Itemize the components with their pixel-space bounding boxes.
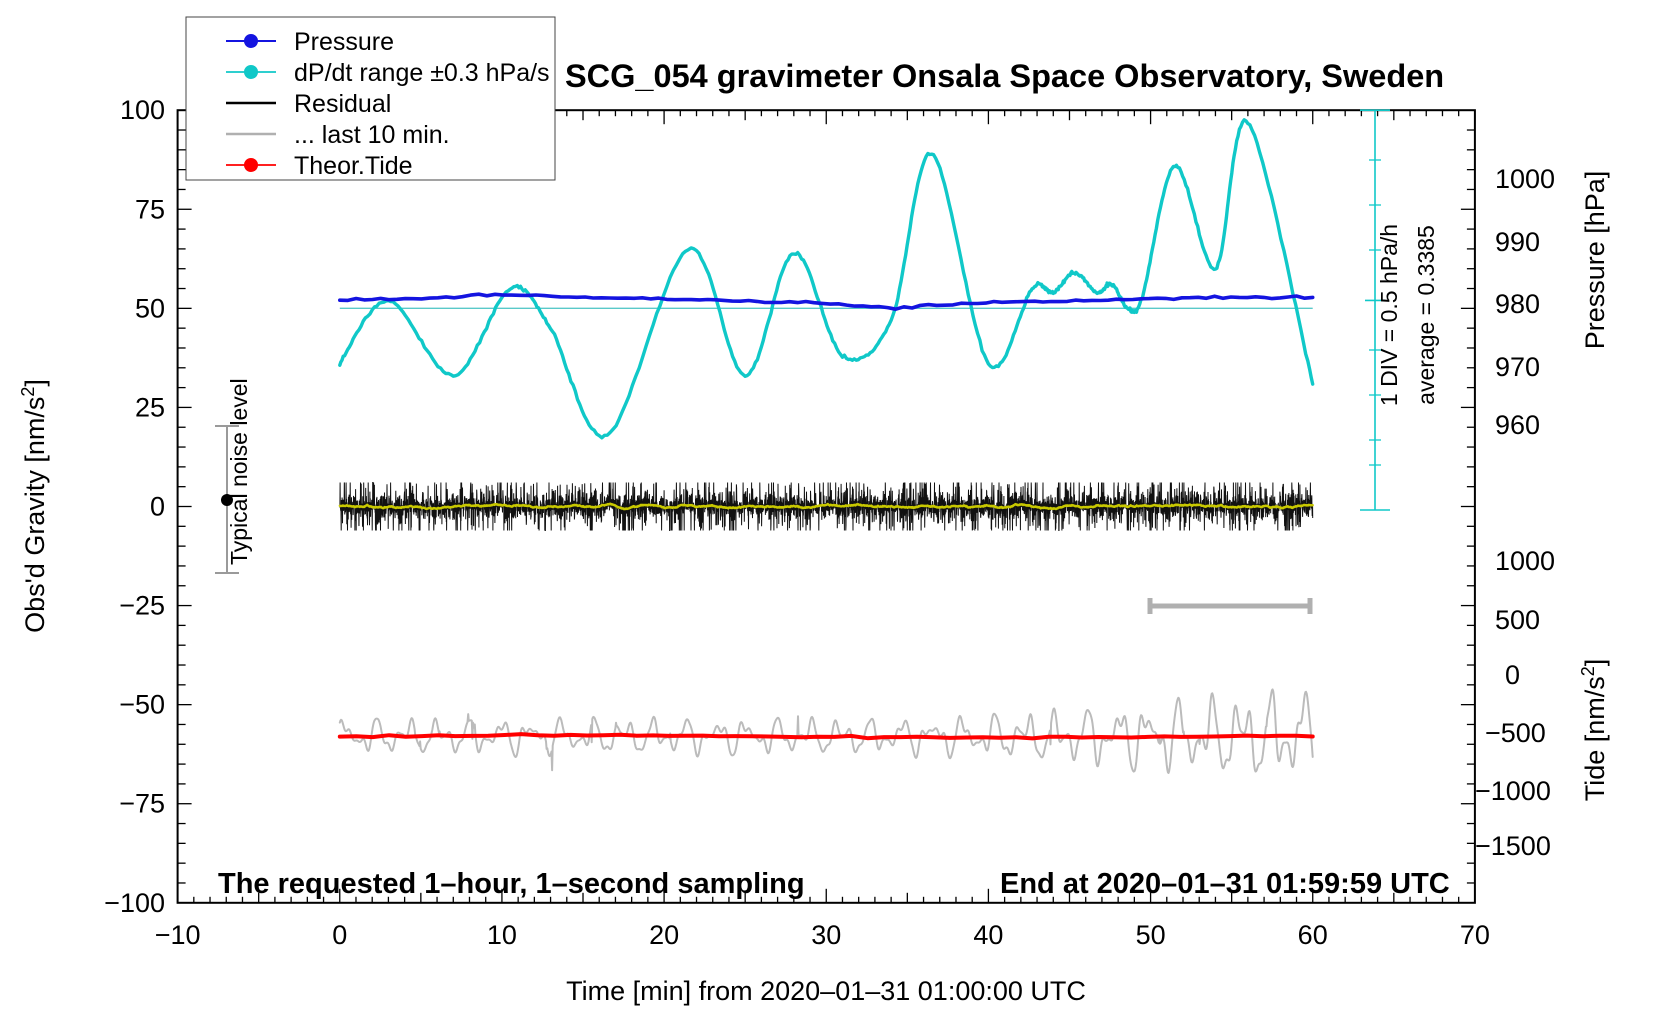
svg-text:−10: −10 [155,920,201,950]
svg-text:980: 980 [1495,289,1540,319]
svg-text:0: 0 [150,492,165,522]
svg-text:70: 70 [1460,920,1490,950]
svg-text:20: 20 [649,920,679,950]
svg-text:−25: −25 [119,591,165,621]
svg-text:Obs'd Gravity [nm/s2]: Obs'd Gravity [nm/s2] [18,379,50,633]
svg-text:average = 0.3385: average = 0.3385 [1413,225,1439,405]
svg-text:Theor.Tide: Theor.Tide [294,152,413,180]
svg-text:Pressure [hPa]: Pressure [hPa] [1580,171,1610,350]
svg-text:10: 10 [487,920,517,950]
svg-text:500: 500 [1495,605,1540,635]
svg-text:SCG_054 gravimeter Onsala Spac: SCG_054 gravimeter Onsala Space Observat… [565,58,1444,94]
svg-text:0: 0 [1505,660,1520,690]
svg-text:−500: −500 [1485,718,1546,748]
svg-text:40: 40 [973,920,1003,950]
svg-text:1 DIV = 0.5 hPa/h: 1 DIV = 0.5 hPa/h [1376,224,1402,406]
svg-text:100: 100 [120,95,165,125]
svg-text:The requested 1–hour, 1–second: The requested 1–hour, 1–second sampling [218,868,805,900]
svg-text:0: 0 [332,920,347,950]
svg-text:990: 990 [1495,227,1540,257]
svg-text:Typical noise level: Typical noise level [226,378,252,565]
svg-text:−75: −75 [119,789,165,819]
svg-text:60: 60 [1298,920,1328,950]
svg-text:−50: −50 [119,690,165,720]
svg-text:End at 2020–01–31 01:59:59 UTC: End at 2020–01–31 01:59:59 UTC [1000,868,1450,900]
svg-text:960: 960 [1495,410,1540,440]
svg-text:−1500: −1500 [1475,831,1551,861]
svg-text:1000: 1000 [1495,164,1555,194]
svg-text:75: 75 [135,194,165,224]
svg-text:Time [min] from 2020–01–31 01:: Time [min] from 2020–01–31 01:00:00 UTC [566,976,1086,1006]
svg-text:Residual: Residual [294,90,391,118]
svg-text:... last 10 min.: ... last 10 min. [294,121,450,149]
svg-text:50: 50 [135,293,165,323]
svg-text:970: 970 [1495,352,1540,382]
svg-text:1000: 1000 [1495,546,1555,576]
svg-text:30: 30 [811,920,841,950]
svg-text:50: 50 [1136,920,1166,950]
svg-text:−1000: −1000 [1475,776,1551,806]
svg-text:dP/dt range ±0.3 hPa/s: dP/dt range ±0.3 hPa/s [294,59,550,87]
svg-text:Pressure: Pressure [294,28,394,56]
svg-text:25: 25 [135,392,165,422]
svg-text:−100: −100 [104,888,165,918]
svg-text:Tide [nm/s2]: Tide [nm/s2] [1578,659,1610,802]
